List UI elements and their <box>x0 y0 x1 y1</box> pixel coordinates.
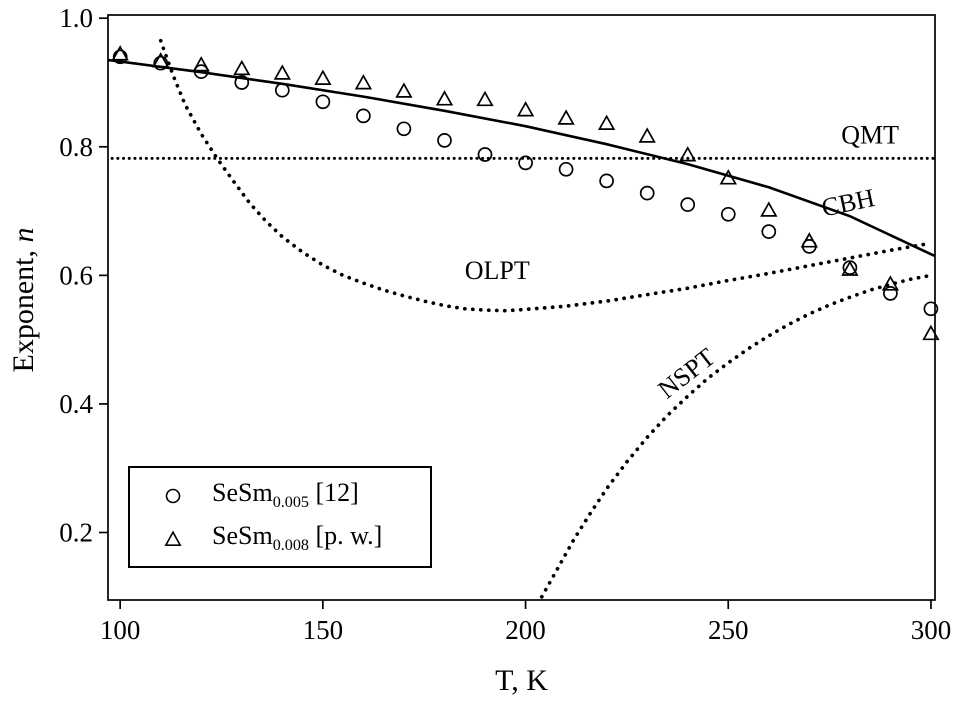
y-axis-label-text: Exponent, <box>7 242 40 373</box>
data-point-circle <box>720 206 736 222</box>
legend-item-circle: SeSm0.005 [12] <box>130 477 430 511</box>
data-point-triangle <box>597 114 616 130</box>
y-axis-label: Exponent, n <box>7 228 41 373</box>
data-point-circle <box>193 64 209 79</box>
data-point-triangle <box>152 52 170 68</box>
curve-label-cbh: CBH <box>819 183 878 223</box>
curve-label-olpt: OLPT <box>465 256 530 285</box>
data-point-triangle <box>314 69 332 85</box>
y-tick-label: 0.6 <box>59 260 93 290</box>
data-point-circle <box>518 155 533 171</box>
data-point-circle <box>639 185 655 201</box>
x-tick-label: 200 <box>505 615 546 645</box>
data-point-triangle <box>922 324 940 341</box>
legend-label-suffix: [p. w.] <box>308 520 383 550</box>
circle-marker-icon <box>162 485 184 505</box>
x-tick-label: 250 <box>708 615 749 645</box>
data-point-circle <box>680 197 696 212</box>
data-point-circle <box>396 121 412 137</box>
series-triangle <box>111 45 940 341</box>
data-point-triangle <box>273 64 291 80</box>
legend-label-base: SeSm <box>212 520 273 550</box>
data-point-triangle <box>841 260 859 276</box>
data-point-circle <box>923 301 939 317</box>
y-tick-label: 1.0 <box>59 3 93 33</box>
x-axis-label: T, K <box>495 664 548 697</box>
y-axis-symbol: n <box>7 227 40 243</box>
legend-label-sub: 0.008 <box>272 537 309 555</box>
plot-border <box>107 14 936 601</box>
data-point-circle <box>558 161 574 177</box>
data-point-triangle <box>679 146 697 162</box>
y-tick-label: 0.4 <box>59 389 93 419</box>
legend-label: SeSm0.008 [p. w.] <box>212 520 383 555</box>
data-point-circle <box>356 108 371 124</box>
data-point-triangle <box>800 232 818 248</box>
data-point-triangle <box>233 59 251 76</box>
data-point-triangle <box>719 169 737 185</box>
data-point-triangle <box>516 101 535 117</box>
data-point-triangle <box>111 45 129 61</box>
data-point-circle <box>883 286 898 301</box>
triangle-marker-icon <box>162 529 184 549</box>
curve-label-qmt: QMT <box>841 121 899 150</box>
data-point-circle <box>315 94 331 110</box>
curve-nspt <box>539 273 933 599</box>
data-point-triangle <box>557 109 575 125</box>
curve-olpt <box>158 38 933 313</box>
curve-cbh <box>107 58 936 258</box>
data-point-triangle <box>395 82 413 98</box>
x-axis-ticks: 100 150 200 250 300 <box>100 600 951 645</box>
legend-item-triangle: SeSm0.008 [p. w.] <box>130 520 430 555</box>
x-tick-label: 300 <box>911 615 952 645</box>
x-tick-label: 100 <box>100 615 141 645</box>
legend-label-base: SeSm <box>212 477 273 507</box>
data-point-triangle <box>476 90 494 107</box>
legend-label-suffix: [12] <box>308 477 359 507</box>
data-point-circle <box>274 82 290 98</box>
data-point-circle <box>234 75 250 90</box>
legend-label-sub: 0.005 <box>272 493 309 511</box>
data-point-triangle <box>638 127 656 143</box>
x-tick-label: 150 <box>303 615 344 645</box>
data-point-circle <box>761 224 777 239</box>
y-tick-label: 0.2 <box>59 518 93 548</box>
data-point-circle <box>153 55 169 71</box>
data-point-triangle <box>760 201 778 217</box>
data-point-triangle <box>881 275 900 291</box>
y-axis-ticks: 0.2 0.4 0.6 0.8 1.0 <box>59 3 108 548</box>
curve-label-nspt: NSPT <box>653 342 721 404</box>
data-point-circle <box>599 173 614 189</box>
data-point-triangle <box>354 74 373 90</box>
legend: SeSm0.005 [12] SeSm0.008 [p. w.] <box>128 466 432 568</box>
data-point-circle <box>477 147 493 162</box>
legend-label: SeSm0.005 [12] <box>212 477 359 511</box>
y-tick-label: 0.8 <box>59 132 93 162</box>
data-point-circle <box>437 133 452 148</box>
data-point-triangle <box>192 56 210 72</box>
data-point-triangle <box>435 90 454 106</box>
